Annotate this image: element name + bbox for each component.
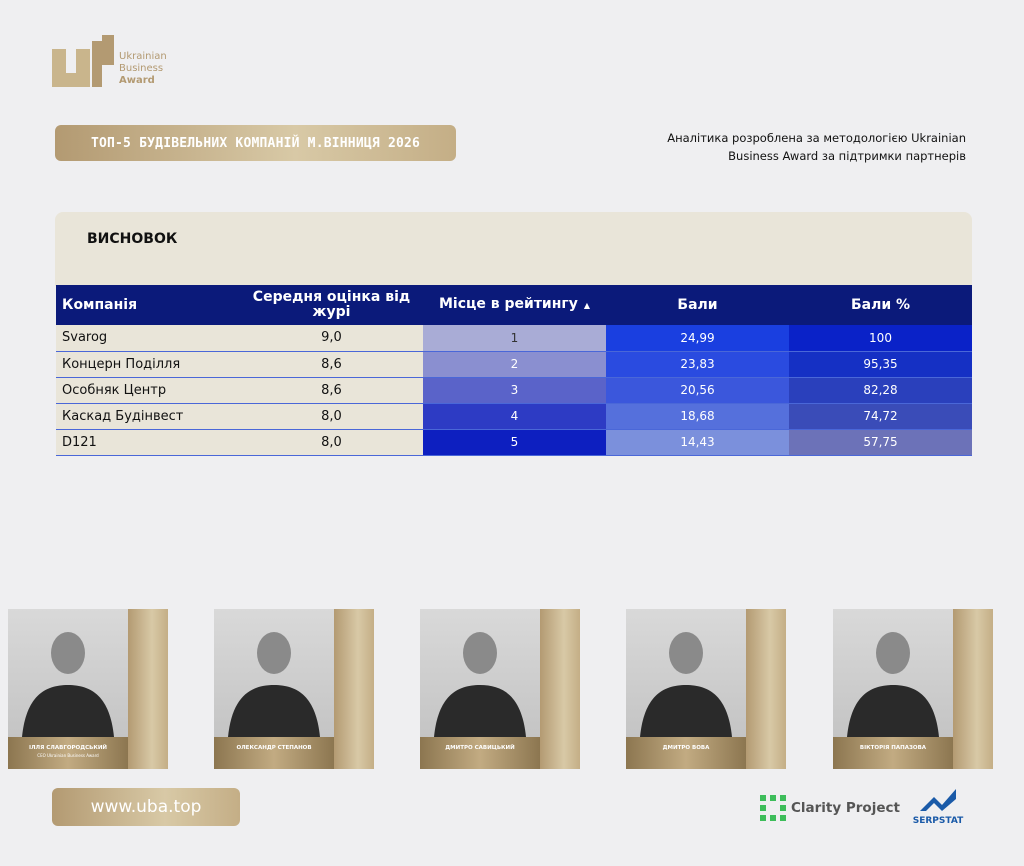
- jury-photo: ВІКТОРІЯ ПАПАЗОВА: [833, 609, 953, 769]
- jury-photo: ДМИТРО ВОВА: [626, 609, 746, 769]
- badge-text: Jury Of The Ukrainian Business Award: [979, 617, 1024, 758]
- table-cell: 3: [423, 377, 606, 404]
- logo-mark: [52, 35, 114, 87]
- table-row: Особняк Центр 8,6 3 20,56 82,28: [56, 377, 972, 404]
- table-cell: 74,72: [789, 403, 972, 430]
- column-header: Середня оцінка від журі: [240, 285, 423, 325]
- table-cell: 57,75: [789, 429, 972, 456]
- section-title: ВИСНОВОК: [87, 231, 178, 247]
- table-cell: 82,28: [789, 377, 972, 404]
- table-row: Концерн Поділля 8,6 2 23,83 95,35: [56, 351, 972, 378]
- table-row: Svarog 9,0 1 24,99 100: [56, 325, 972, 352]
- partner-logo: Clarity Project: [760, 795, 900, 821]
- table-row: D121 8,0 5 14,43 57,75: [56, 429, 972, 456]
- table-cell: Особняк Центр: [56, 377, 240, 404]
- table-cell: 8,6: [240, 351, 423, 378]
- jury-card: ДМИТРО ВОВА Jury Of The Ukrainian Busines…: [626, 609, 892, 769]
- jury-name: ВІКТОРІЯ ПАПАЗОВА: [859, 745, 927, 751]
- table-cell: Каскад Будінвест: [56, 403, 240, 430]
- table-cell: 18,68: [606, 403, 789, 430]
- site-link[interactable]: www.uba.top: [52, 788, 240, 826]
- jury-card: ІЛЛЯ СЛАВГОРОДСЬКИЙ CEO Ukrainian Busines…: [8, 609, 274, 769]
- column-header: Бали %: [789, 285, 972, 325]
- portrait: [847, 632, 939, 737]
- title-banner: ТОП-5 БУДІВЕЛЬНИХ КОМПАНІЙ М.ВІННИЦЯ 202…: [55, 125, 456, 161]
- partner-logo: SERPSTAT: [908, 787, 968, 826]
- logo-text: Business: [119, 63, 164, 74]
- note: Аналітика розроблена за методологією Ukr…: [667, 131, 966, 163]
- table-cell: 4: [423, 403, 606, 430]
- badge-strip: Jury Of The Ukrainian Business Award: [953, 609, 993, 769]
- portrait: [640, 632, 732, 737]
- table-cell: 9,0: [240, 325, 423, 352]
- table-cell: 100: [789, 325, 972, 352]
- partner-icon: [920, 789, 956, 811]
- partner-name: Clarity Project: [791, 800, 900, 816]
- badge-strip: Jury Of The Ukrainian Business Award: [334, 609, 480, 769]
- table-cell: Svarog: [56, 325, 240, 352]
- table-cell: 23,83: [606, 351, 789, 378]
- jury-name-bar: ДМИТРО ВОВА: [626, 737, 746, 769]
- jury-name: ІЛЛЯ СЛАВГОРОДСЬКИЙ: [28, 745, 108, 751]
- table-cell: 95,35: [789, 351, 972, 378]
- logo-text: Award: [119, 75, 155, 86]
- badge-strip: Jury Of The Ukrainian Business Award: [128, 609, 274, 769]
- jury-photo: ІЛЛЯ СЛАВГОРОДСЬКИЙ CEO Ukrainian Busines…: [8, 609, 128, 769]
- table-cell: 8,0: [240, 429, 423, 456]
- table-cell: 1: [423, 325, 606, 352]
- table-cell: 5: [423, 429, 606, 456]
- jury-card: ОЛЕКСАНДР СТЕПАНОВ Jury Of The Ukrainian …: [214, 609, 480, 769]
- badge-strip: Jury Of The Ukrainian Business Award: [540, 609, 686, 769]
- logo-text: Ukrainian: [119, 51, 167, 62]
- table-cell: 20,56: [606, 377, 789, 404]
- jury-photo: ДМИТРО САВИЦЬКИЙ: [420, 609, 540, 769]
- jury-name-bar: ІЛЛЯ СЛАВГОРОДСЬКИЙ CEO Ukrainian Busines…: [8, 737, 128, 769]
- jury-role: CEO Ukrainian Business Award: [37, 753, 99, 758]
- jury-photo: ОЛЕКСАНДР СТЕПАНОВ: [214, 609, 334, 769]
- partner-name: SERPSTAT: [912, 816, 964, 826]
- column-header: Бали: [606, 285, 789, 325]
- rating-table: Компанія Середня оцінка від журі Місце в р…: [56, 285, 972, 456]
- column-header[interactable]: Місце в рейтингу ▲: [423, 285, 606, 325]
- portrait: [434, 632, 526, 737]
- badge-strip: Jury Of The Ukrainian Business Award: [746, 609, 892, 769]
- partner-icon: [760, 795, 786, 821]
- logo: Ukrainian Business Award: [52, 35, 182, 90]
- portrait: [22, 632, 114, 737]
- jury-card: ВІКТОРІЯ ПАПАЗОВА Jury Of The Ukrainian B…: [833, 609, 993, 769]
- table-row: Каскад Будінвест 8,0 4 18,68 74,72: [56, 403, 972, 430]
- table-cell: 8,0: [240, 403, 423, 430]
- sort-indicator: ▲: [583, 301, 591, 310]
- table-cell: Концерн Поділля: [56, 351, 240, 378]
- jury-name: ДМИТРО САВИЦЬКИЙ: [445, 745, 515, 751]
- jury-card: ДМИТРО САВИЦЬКИЙ Jury Of The Ukrainian Bu…: [420, 609, 686, 769]
- panel: ВИСНОВОК: [55, 212, 972, 286]
- jury-name-bar: ВІКТОРІЯ ПАПАЗОВА: [833, 737, 953, 769]
- jury-name: ДМИТРО ВОВА: [662, 745, 710, 751]
- table-cell: 14,43: [606, 429, 789, 456]
- table-cell: 24,99: [606, 325, 789, 352]
- table-cell: D121: [56, 429, 240, 456]
- jury-name-bar: ДМИТРО САВИЦЬКИЙ: [420, 737, 540, 769]
- jury-name-bar: ОЛЕКСАНДР СТЕПАНОВ: [214, 737, 334, 769]
- jury-name: ОЛЕКСАНДР СТЕПАНОВ: [236, 745, 312, 751]
- table-cell: 2: [423, 351, 606, 378]
- portrait: [228, 632, 320, 737]
- table-cell: 8,6: [240, 377, 423, 404]
- column-header: Компанія: [56, 285, 240, 325]
